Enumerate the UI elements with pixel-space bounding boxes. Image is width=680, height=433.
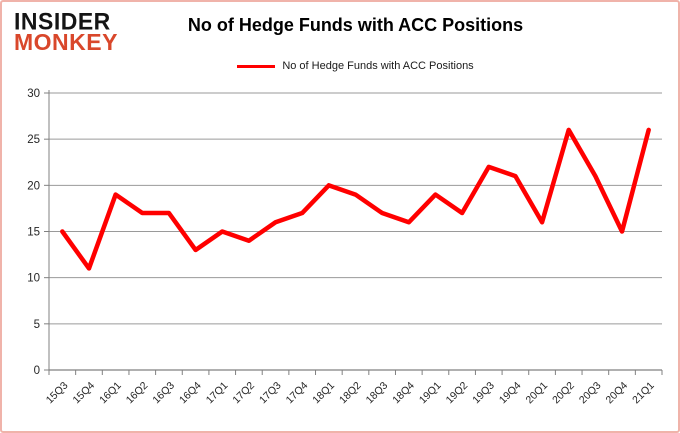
x-tick-label: 19Q2 [444, 380, 471, 407]
x-tick-label: 15Q4 [70, 380, 97, 407]
x-tick-label: 16Q2 [124, 380, 151, 407]
y-tick-label: 10 [27, 273, 40, 285]
x-tick-label: 17Q1 [204, 380, 231, 407]
series-line [60, 127, 651, 271]
x-tick-label: 19Q1 [417, 380, 444, 407]
legend-line-swatch [237, 64, 276, 68]
chart-legend: No of Hedge Funds with ACC Positions [49, 60, 662, 72]
x-tick-label: 20Q1 [524, 380, 551, 407]
legend-label: No of Hedge Funds with ACC Positions [282, 60, 474, 72]
x-tick-label: 19Q3 [470, 380, 497, 407]
x-tick-label: 17Q2 [230, 380, 257, 407]
x-tick-label: 20Q2 [550, 380, 577, 407]
x-tick-label: 18Q2 [337, 380, 364, 407]
x-tick-label: 18Q4 [390, 380, 417, 407]
x-tick-label: 17Q3 [257, 380, 284, 407]
x-tick-label: 19Q4 [497, 380, 524, 407]
x-tick-label: 20Q3 [577, 380, 604, 407]
chart-title: No of Hedge Funds with ACC Positions [187, 15, 524, 35]
y-tick-label: 5 [34, 319, 40, 331]
x-tick-label: 18Q1 [310, 380, 337, 407]
insider-monkey-logo: INSIDER MONKEY [14, 7, 118, 56]
x-tick-label: 18Q3 [364, 380, 391, 407]
x-tick-label: 21Q1 [630, 380, 657, 407]
x-tick-label: 16Q3 [150, 380, 177, 407]
y-tick-label: 25 [27, 134, 40, 146]
logo-text-insider: INSIDER [14, 7, 111, 35]
x-tick-label: 20Q4 [603, 380, 630, 407]
x-tick-label: 17Q4 [284, 380, 311, 407]
y-tick-label: 30 [27, 88, 40, 100]
logo-text-monkey: MONKEY [14, 29, 118, 56]
y-tick-label: 15 [27, 227, 40, 239]
y-tick-label: 0 [34, 365, 40, 377]
x-tick-label: 15Q3 [44, 380, 71, 407]
x-tick-label: 16Q1 [97, 380, 124, 407]
x-tick-label: 16Q4 [177, 380, 204, 407]
y-tick-label: 20 [27, 180, 40, 192]
